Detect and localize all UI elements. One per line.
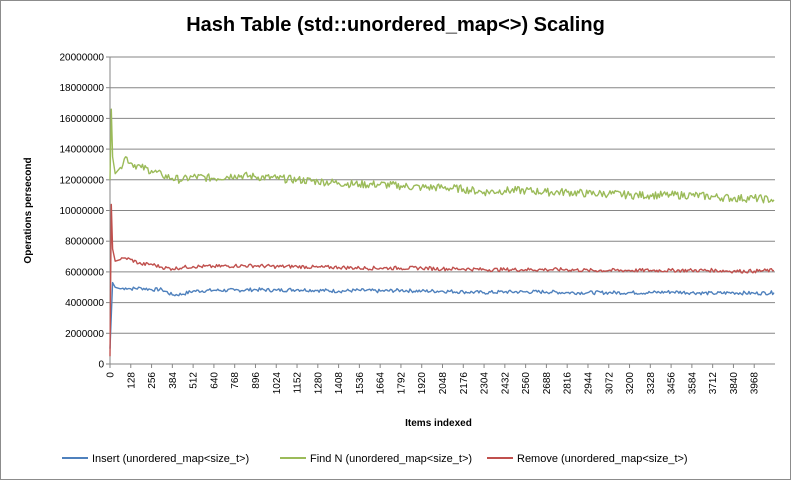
y-tick-label: 10000000 <box>60 206 105 217</box>
x-tick-label: 2048 <box>438 372 449 395</box>
legend-label: Find N (unordered_map<size_t>) <box>310 453 472 465</box>
x-tick-label: 2176 <box>459 372 470 395</box>
legend-label: Insert (unordered_map<size_t>) <box>92 453 249 465</box>
x-tick-label: 3200 <box>625 372 636 395</box>
legend-label: Remove (unordered_map<size_t>) <box>517 453 688 465</box>
x-tick-label: 3072 <box>604 372 615 395</box>
x-tick-label: 1408 <box>334 372 345 395</box>
x-tick-label: 3456 <box>667 372 678 395</box>
y-tick-label: 2000000 <box>65 329 104 340</box>
x-tick-label: 2304 <box>480 372 491 395</box>
series-line-3 <box>109 203 775 357</box>
y-tick-label: 4000000 <box>65 298 104 309</box>
y-tick-label: 18000000 <box>60 83 105 94</box>
x-tick-label: 2688 <box>542 372 553 395</box>
x-tick-label: 1536 <box>355 372 366 395</box>
x-tick-label: 512 <box>189 372 200 389</box>
x-tick-label: 1152 <box>293 372 304 394</box>
x-tick-label: 3712 <box>708 372 719 395</box>
x-tick-label: 3584 <box>687 372 698 395</box>
y-tick-label: 6000000 <box>65 267 104 278</box>
x-tick-label: 0 <box>106 372 117 378</box>
chart-title: Hash Table (std::unordered_map<>) Scalin… <box>186 14 605 36</box>
x-tick-label: 3328 <box>646 372 657 395</box>
y-tick-label: 12000000 <box>60 175 105 186</box>
x-tick-label: 128 <box>126 372 137 389</box>
x-tick-label: 640 <box>209 372 220 389</box>
x-tick-label: 2944 <box>583 372 594 395</box>
x-tick-label: 2432 <box>500 372 511 395</box>
x-tick-label: 896 <box>251 372 262 389</box>
x-tick-label: 1024 <box>272 372 283 395</box>
y-axis-title: Operations persecond <box>23 157 34 263</box>
x-tick-label: 384 <box>168 372 179 389</box>
y-tick-label: 16000000 <box>60 114 105 125</box>
x-tick-label: 1280 <box>313 372 324 395</box>
y-tick-label: 20000000 <box>60 53 105 64</box>
y-tick-label: 14000000 <box>60 145 105 156</box>
x-tick-label: 2560 <box>521 372 532 395</box>
x-tick-label: 3840 <box>729 372 740 395</box>
x-axis-title: Items indexed <box>405 418 472 429</box>
x-tick-label: 2816 <box>563 372 574 395</box>
y-tick-label: 8000000 <box>65 237 104 248</box>
x-tick-label: 3968 <box>750 372 761 395</box>
series-line-2 <box>109 108 775 204</box>
x-tick-label: 768 <box>230 372 241 389</box>
y-tick-label: 0 <box>98 360 104 371</box>
series-line-1 <box>109 281 775 349</box>
x-tick-label: 1792 <box>396 372 407 395</box>
x-tick-label: 1920 <box>417 372 428 395</box>
x-tick-label: 1664 <box>376 372 387 395</box>
x-tick-label: 256 <box>147 372 158 389</box>
